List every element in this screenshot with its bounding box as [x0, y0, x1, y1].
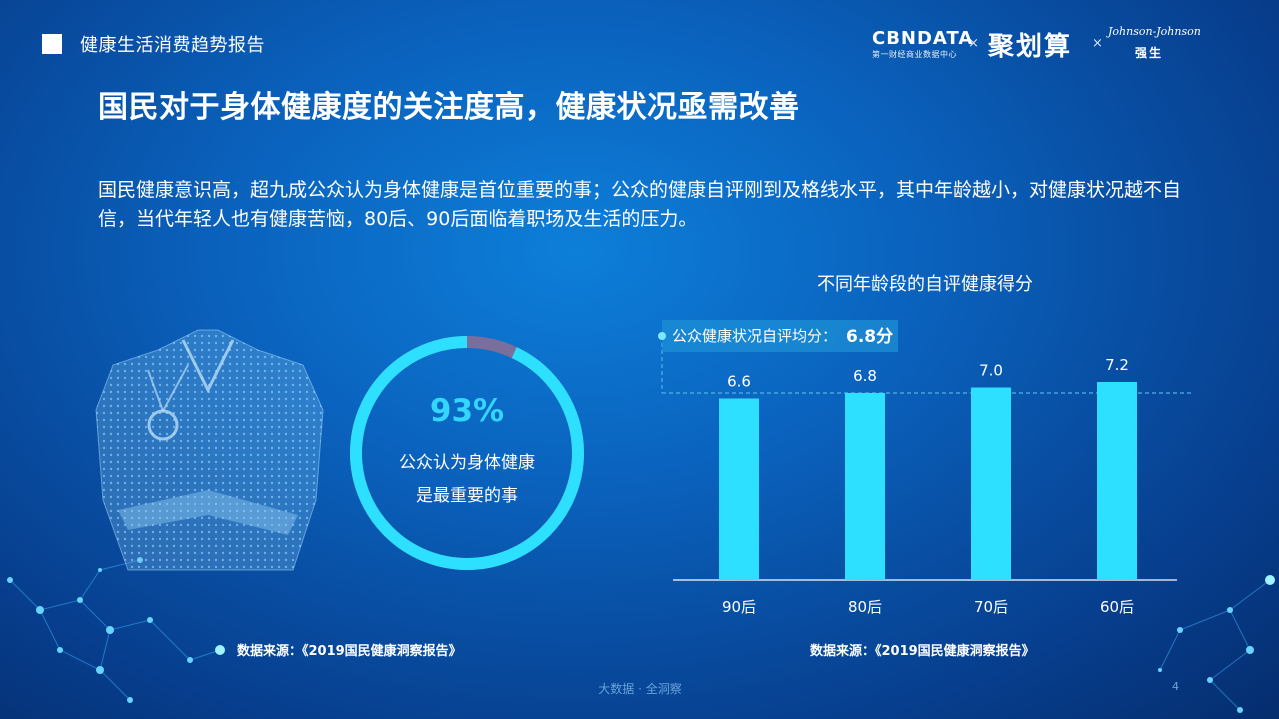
source-note-left: 数据来源：《2019国民健康洞察报告》	[237, 644, 462, 659]
bar-value-label: 7.0	[979, 362, 1003, 380]
bar-value-label: 6.8	[853, 367, 877, 385]
juhuasuan-logo: 聚划算	[988, 32, 1073, 62]
bar	[971, 387, 1011, 580]
bar-value-label: 6.6	[727, 373, 751, 391]
bar	[1097, 382, 1137, 580]
cbndata-logo-subtitle: 第一财经商业数据中心	[872, 50, 957, 59]
logo-separator: ×	[968, 36, 979, 51]
bar-value-label: 7.2	[1105, 356, 1129, 374]
bar	[719, 398, 759, 580]
source-note-right: 数据来源：《2019国民健康洞察报告》	[810, 644, 1035, 659]
johnson-logo: Johnson-Johnson	[1108, 25, 1201, 38]
average-label: 公众健康状况自评均分：	[672, 327, 837, 345]
page-number: 4	[1172, 680, 1179, 693]
donut-percent: 93%	[429, 393, 505, 429]
bar-chart: 公众健康状况自评均分： 6.8分 6.6 90后 6.8 80后 7.0 70后 7.2 60后	[658, 320, 1192, 616]
donut-arc	[350, 336, 584, 570]
logo-separator: ×	[1092, 36, 1103, 51]
category-label: 70后	[974, 598, 1008, 616]
header-square-icon	[42, 34, 62, 54]
average-marker-icon	[658, 332, 666, 340]
qiangsheng-logo: 强生	[1135, 46, 1164, 60]
doctor-figure-illustration	[95, 329, 324, 571]
cbndata-logo: CBNDATA	[872, 28, 974, 49]
bar	[845, 393, 885, 580]
average-value: 6.8分	[846, 327, 893, 347]
page-title: 国民对于身体健康度的关注度高，健康状况亟需改善	[98, 90, 800, 125]
average-label-box	[662, 320, 898, 352]
category-label: 90后	[722, 598, 756, 616]
intro-paragraph: 国民健康意识高，超九成公众认为身体健康是首位重要的事；公众的健康自评刚到及格线水…	[98, 179, 1182, 230]
category-label: 60后	[1100, 598, 1134, 616]
header-title: 健康生活消费趋势报告	[80, 35, 265, 56]
chart-title: 不同年龄段的自评健康得分	[817, 274, 1033, 295]
footer-tagline: 大数据 · 全洞察	[598, 682, 682, 696]
donut-caption-line1: 公众认为身体健康	[399, 453, 535, 473]
donut-chart	[350, 336, 584, 570]
category-label: 80后	[848, 598, 882, 616]
network-decoration-right	[1158, 575, 1275, 713]
donut-caption-line2: 是最重要的事	[416, 486, 518, 506]
